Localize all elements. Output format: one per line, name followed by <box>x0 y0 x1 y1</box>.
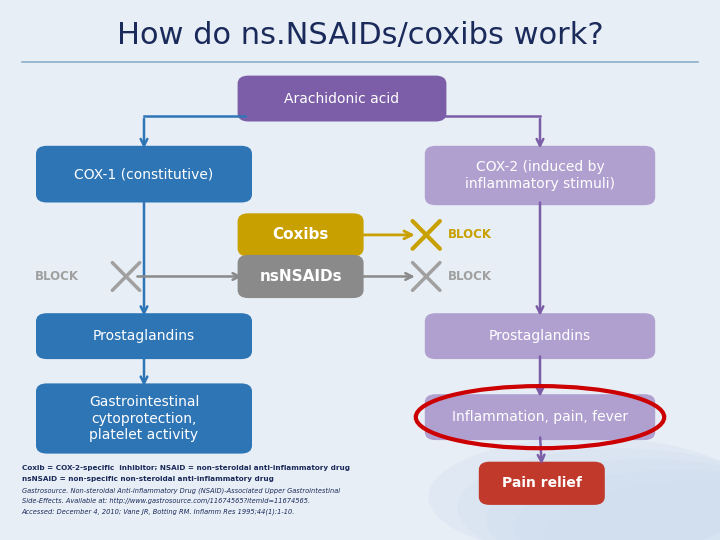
Text: nsNSAIDs: nsNSAIDs <box>259 269 342 284</box>
FancyBboxPatch shape <box>238 213 364 256</box>
Text: Inflammation, pain, fever: Inflammation, pain, fever <box>452 410 628 424</box>
FancyBboxPatch shape <box>425 146 655 205</box>
FancyBboxPatch shape <box>36 383 252 454</box>
Text: Side-Effects. Available at: http://www.gastrosource.com/11674565?itemId=11674565: Side-Effects. Available at: http://www.g… <box>22 498 310 504</box>
Text: nsNSAID = non-specific non-steroidal anti-inflammatory drug: nsNSAID = non-specific non-steroidal ant… <box>22 476 274 482</box>
FancyBboxPatch shape <box>36 313 252 359</box>
Text: Prostaglandins: Prostaglandins <box>93 329 195 343</box>
Ellipse shape <box>486 459 720 540</box>
FancyBboxPatch shape <box>36 146 252 202</box>
Text: BLOCK: BLOCK <box>448 270 492 283</box>
Text: Accessed: December 4, 2010; Vane JR, Botting RM. Inflamm Res 1995;44(1):1-10.: Accessed: December 4, 2010; Vane JR, Bot… <box>22 509 295 515</box>
Text: COX-1 (constitutive): COX-1 (constitutive) <box>74 167 214 181</box>
FancyBboxPatch shape <box>425 313 655 359</box>
Ellipse shape <box>428 437 720 540</box>
Text: BLOCK: BLOCK <box>448 228 492 241</box>
Text: COX-2 (induced by
inflammatory stimuli): COX-2 (induced by inflammatory stimuli) <box>465 160 615 191</box>
FancyBboxPatch shape <box>479 462 605 505</box>
Text: Gastrointestinal
cytoprotection,
platelet activity: Gastrointestinal cytoprotection, platele… <box>89 395 199 442</box>
Text: BLOCK: BLOCK <box>35 270 79 283</box>
Text: Arachidonic acid: Arachidonic acid <box>284 92 400 105</box>
Text: Coxib = COX-2-specific  inhibitor; NSAID = non-steroidal anti-inflammatory drug: Coxib = COX-2-specific inhibitor; NSAID … <box>22 465 350 471</box>
FancyBboxPatch shape <box>425 394 655 440</box>
Text: Coxibs: Coxibs <box>272 227 329 242</box>
Text: How do ns.NSAIDs/coxibs work?: How do ns.NSAIDs/coxibs work? <box>117 21 603 50</box>
Text: Prostaglandins: Prostaglandins <box>489 329 591 343</box>
FancyBboxPatch shape <box>238 255 364 298</box>
Text: Pain relief: Pain relief <box>502 476 582 490</box>
Text: Gastrosource. Non-steroidal Anti-inflammatory Drug (NSAID)-Associated Upper Gast: Gastrosource. Non-steroidal Anti-inflamm… <box>22 487 340 494</box>
Ellipse shape <box>457 448 720 540</box>
FancyBboxPatch shape <box>238 76 446 122</box>
Ellipse shape <box>515 470 720 540</box>
